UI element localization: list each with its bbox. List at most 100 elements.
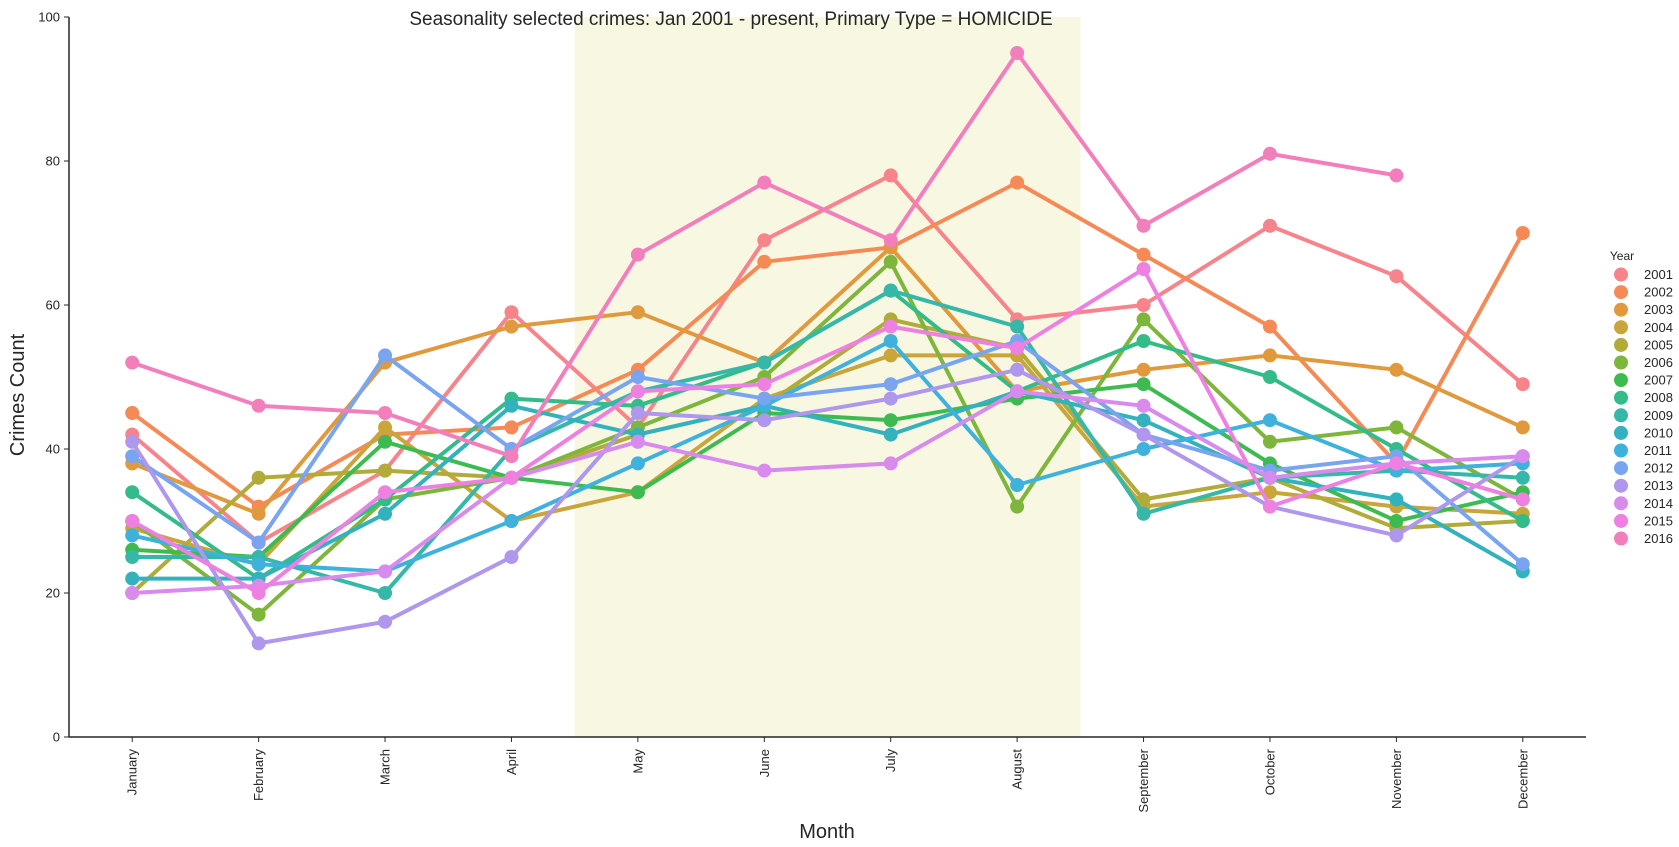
data-point [125, 485, 140, 500]
data-point [251, 557, 266, 572]
data-point [883, 391, 898, 406]
y-axis-ticks: 0 20 40 60 80 100 [38, 10, 69, 745]
data-point [883, 413, 898, 428]
data-point [125, 355, 140, 370]
legend-item: 2003 [1614, 302, 1673, 317]
series-line [130, 367, 1525, 646]
data-point [1262, 146, 1277, 161]
legend-swatch [1614, 478, 1628, 493]
legend-swatch [1614, 302, 1628, 317]
legend-items: 2001 2002 2003 2004 2005 2006 2007 2008 2009 2010… [1614, 267, 1673, 546]
data-point [1515, 557, 1530, 572]
data-point [1010, 319, 1025, 334]
data-point [883, 334, 898, 348]
series-layer [125, 46, 1530, 651]
data-point [251, 586, 266, 600]
legend-label: 2006 [1644, 355, 1673, 370]
data-point [378, 506, 393, 521]
legend-label: 2014 [1644, 496, 1673, 511]
data-point [883, 319, 898, 334]
data-point [378, 420, 393, 435]
legend-swatch [1614, 425, 1628, 440]
data-point [1136, 506, 1151, 521]
series-line [130, 339, 1525, 574]
data-point [630, 434, 645, 449]
legend-label: 2005 [1644, 337, 1673, 352]
data-point [125, 586, 140, 600]
data-point [1389, 514, 1404, 528]
legend-item: 2015 [1614, 513, 1673, 528]
y-tick-label: 100 [38, 10, 60, 25]
x-tick-label: November [1389, 748, 1404, 809]
data-point [504, 514, 519, 528]
data-point [1136, 492, 1151, 507]
series-line [130, 339, 1525, 567]
legend-swatch [1614, 267, 1628, 282]
x-tick-label: December [1515, 748, 1530, 809]
data-point [1389, 528, 1404, 543]
data-point [1389, 168, 1404, 183]
legend-item: 2009 [1614, 408, 1673, 423]
legend-item: 2016 [1614, 531, 1673, 546]
data-point [1515, 377, 1530, 392]
data-point [1262, 348, 1277, 363]
data-point [1010, 499, 1025, 514]
y-tick-label: 0 [53, 730, 60, 745]
data-point [1136, 334, 1151, 348]
data-point [1515, 514, 1530, 528]
data-point [1389, 420, 1404, 435]
legend-item: 2006 [1614, 355, 1673, 370]
legend-item: 2005 [1614, 337, 1673, 352]
legend-label: 2009 [1644, 408, 1673, 423]
series-line [130, 259, 1525, 617]
data-point [630, 305, 645, 320]
legend-label: 2011 [1644, 443, 1672, 458]
legend-swatch [1614, 285, 1628, 300]
data-point [630, 456, 645, 471]
data-point [251, 607, 266, 622]
series-line [130, 389, 1525, 581]
data-point [1262, 218, 1277, 233]
data-point [630, 384, 645, 399]
y-tick-label: 60 [46, 298, 60, 313]
legend-item: 2001 [1614, 267, 1673, 282]
legend-swatch [1614, 337, 1628, 352]
legend-label: 2004 [1644, 320, 1673, 335]
legend-title: Year [1610, 249, 1634, 263]
y-axis-title: Crimes Count [7, 333, 29, 456]
legend-label: 2010 [1644, 425, 1673, 440]
data-point [757, 355, 772, 370]
legend-item: 2004 [1614, 320, 1673, 335]
data-point [251, 506, 266, 521]
data-point [378, 485, 393, 500]
data-point [251, 535, 266, 550]
data-point [251, 470, 266, 485]
y-tick-label: 20 [46, 586, 60, 601]
x-tick-label: October [1262, 748, 1277, 795]
x-tick-label: May [630, 749, 645, 774]
data-point [1010, 341, 1025, 356]
series-line [130, 353, 1525, 567]
x-tick-label: September [1136, 748, 1151, 812]
data-point [757, 391, 772, 406]
data-point [125, 528, 140, 543]
data-point [1262, 370, 1277, 384]
data-point [1515, 420, 1530, 435]
data-point [1515, 226, 1530, 240]
x-tick-label: April [504, 749, 519, 775]
data-point [1262, 434, 1277, 449]
data-point [1515, 492, 1530, 507]
data-point [883, 456, 898, 471]
legend-label: 2008 [1644, 390, 1673, 405]
data-point [1389, 362, 1404, 377]
series-line [130, 173, 1525, 545]
data-point [378, 463, 393, 478]
data-point [504, 398, 519, 413]
data-point [1136, 398, 1151, 413]
data-point [125, 449, 140, 464]
data-point [1389, 456, 1404, 471]
legend-swatch [1614, 320, 1628, 335]
legend-item: 2008 [1614, 390, 1673, 405]
legend-item: 2013 [1614, 478, 1673, 493]
